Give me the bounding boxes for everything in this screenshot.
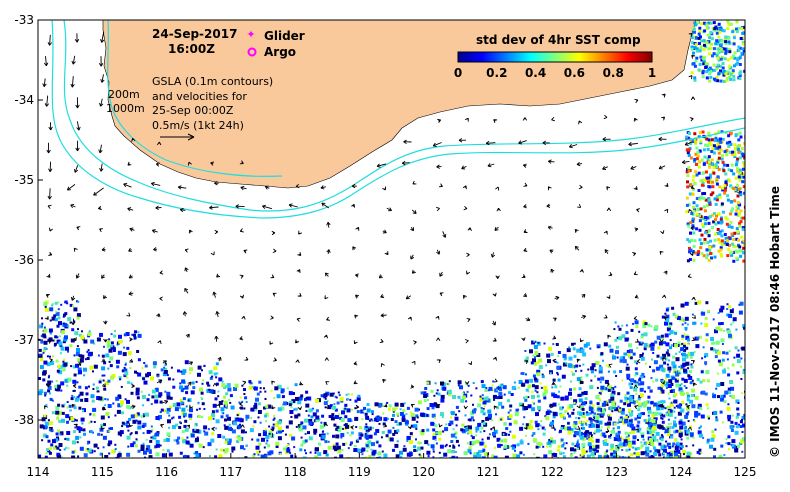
x-tick-label: 118 <box>284 465 307 479</box>
date-label: 24-Sep-2017 <box>152 27 237 41</box>
x-axis: 114 115 116 117 118 119 120 121 122 123 124 125 <box>27 453 757 479</box>
argo-symbol-icon <box>247 47 257 57</box>
colorbar-tick-label: 0.6 <box>564 66 585 80</box>
x-tick-label: 114 <box>27 465 50 479</box>
colorbar <box>457 51 653 63</box>
colorbar-tick-label: 1 <box>648 66 656 80</box>
colorbar-title: std dev of 4hr SST comp <box>476 33 641 47</box>
argo-legend-label: Argo <box>264 45 296 59</box>
time-label: 16:00Z <box>168 42 215 56</box>
x-tick-label: 119 <box>348 465 371 479</box>
colorbar-tick-label: 0.8 <box>603 66 624 80</box>
x-tick-label: 116 <box>155 465 178 479</box>
gsla-note-line3: 25-Sep 00:00Z <box>152 104 234 117</box>
y-axis: -33 -34 -35 -36 -37 -38 <box>14 13 43 427</box>
glider-symbol-icon: ✦ <box>246 28 255 41</box>
x-tick-label: 125 <box>734 465 757 479</box>
y-tick-label: -38 <box>14 413 34 427</box>
depth-200m-label: 200m <box>108 88 140 101</box>
gsla-note-line2: and velocities for <box>152 90 247 103</box>
x-tick-label: 117 <box>219 465 242 479</box>
contour-1000m <box>51 20 745 219</box>
y-tick-label: -35 <box>14 173 34 187</box>
y-tick-label: -34 <box>14 93 34 107</box>
contour-coastal <box>107 20 283 177</box>
sst-right-patches <box>685 20 745 263</box>
contour-200m <box>63 20 745 212</box>
colorbar-tick-label: 0.4 <box>525 66 546 80</box>
x-tick-label: 123 <box>605 465 628 479</box>
x-tick-label: 120 <box>412 465 435 479</box>
glider-legend-label: Glider <box>264 29 305 43</box>
colorbar-tick-label: 0.2 <box>486 66 507 80</box>
velocity-arrows <box>42 31 697 433</box>
colorbar-tick-label: 0 <box>454 66 462 80</box>
colorbar-ticks: 0 0.2 0.4 0.6 0.8 1 <box>454 66 656 80</box>
gsla-note-line4: 0.5m/s (1kt 24h) <box>152 119 244 132</box>
depth-1000m-label: 1000m <box>106 102 145 115</box>
credit-label: © IMOS 11-Nov-2017 08:46 Hobart Time <box>768 186 782 458</box>
scale-arrow-head <box>187 133 195 141</box>
plot-frame <box>37 19 746 459</box>
y-tick-label: -36 <box>14 253 34 267</box>
x-tick-label: 115 <box>91 465 114 479</box>
gsla-note-line1: GSLA (0.1m contours) <box>152 75 273 88</box>
sst-patches <box>38 300 745 458</box>
y-tick-label: -37 <box>14 333 34 347</box>
x-tick-label: 121 <box>476 465 499 479</box>
x-tick-label: 122 <box>541 465 564 479</box>
y-tick-label: -33 <box>14 13 34 27</box>
x-tick-label: 124 <box>669 465 692 479</box>
